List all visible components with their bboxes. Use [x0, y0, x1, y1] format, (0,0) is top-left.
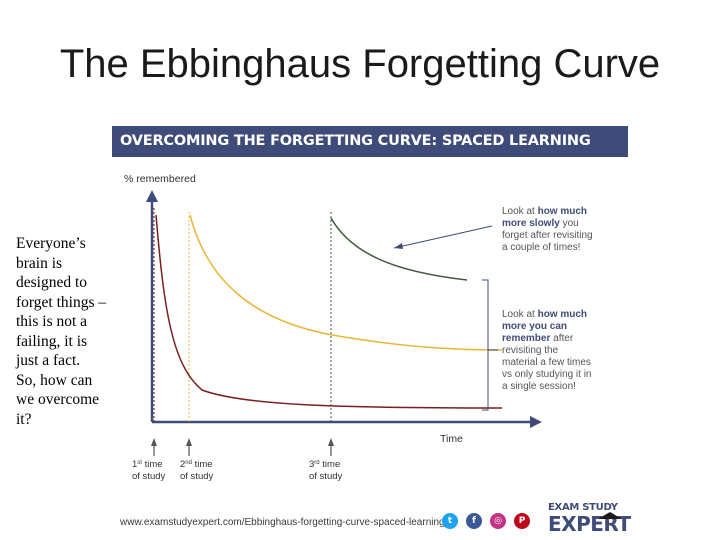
study-label-3-line1: 3rd time	[309, 459, 340, 470]
study-label-3-line2: of study	[309, 471, 343, 482]
side-text-line: failing, it is	[16, 332, 88, 350]
curve-first-study	[155, 214, 503, 409]
study-marker-1-arrow	[151, 438, 157, 446]
x-axis-arrow	[530, 416, 542, 428]
side-text-line: Everyone’s	[16, 235, 86, 252]
side-text-line: brain is	[16, 254, 63, 272]
pointer-top	[393, 225, 493, 249]
side-text-line: we overcome	[16, 391, 100, 408]
study-label-1-line2: of study	[132, 471, 166, 482]
bracket-bottom	[482, 279, 489, 411]
footer-url[interactable]: www.examstudyexpert.com/Ebbinghaus-forge…	[120, 517, 445, 528]
curve-third-study	[330, 217, 468, 281]
note-bottom: Look at how much more you can remember a…	[502, 309, 594, 392]
graduation-cap-icon	[598, 512, 622, 519]
facebook-icon[interactable]: f	[466, 513, 482, 529]
side-text-line: designed to	[16, 274, 88, 291]
note-top: Look at how much more slowly you forget …	[502, 206, 595, 253]
pointer-top-arrow	[394, 243, 403, 249]
study-marker-3-arrow	[328, 438, 334, 446]
pinterest-icon[interactable]: P	[514, 513, 530, 529]
study-label-2-line2: of study	[180, 471, 214, 482]
slide-title: The Ebbinghaus Forgetting Curve	[59, 42, 661, 86]
side-text-line: forget things –	[16, 293, 107, 311]
logo-top-text: EXAM STUDY	[548, 502, 618, 513]
study-label-1-line1: 1st time	[132, 459, 163, 470]
side-text-line: it?	[16, 410, 32, 428]
side-text: Everyone’s brain is designed to forget t…	[16, 234, 116, 429]
side-text-line: So, how can	[16, 371, 93, 389]
study-marker-2-arrow	[186, 438, 192, 446]
instagram-icon[interactable]: ◎	[490, 513, 506, 529]
y-axis-label: % remembered	[124, 173, 196, 185]
twitter-icon[interactable]: t	[442, 513, 458, 529]
forgetting-curve-figure: % remembered Time 1st time of study 2nd …	[124, 173, 595, 482]
y-axis-arrow	[146, 190, 158, 202]
side-text-line: this is not a	[16, 313, 88, 330]
figure-banner: OVERCOMING THE FORGETTING CURVE: SPACED …	[112, 126, 628, 157]
side-text-line: just a fact.	[16, 352, 81, 369]
x-axis-label: Time	[440, 433, 463, 445]
curve-second-study	[189, 214, 503, 351]
study-label-2-line1: 2nd time	[180, 459, 213, 470]
